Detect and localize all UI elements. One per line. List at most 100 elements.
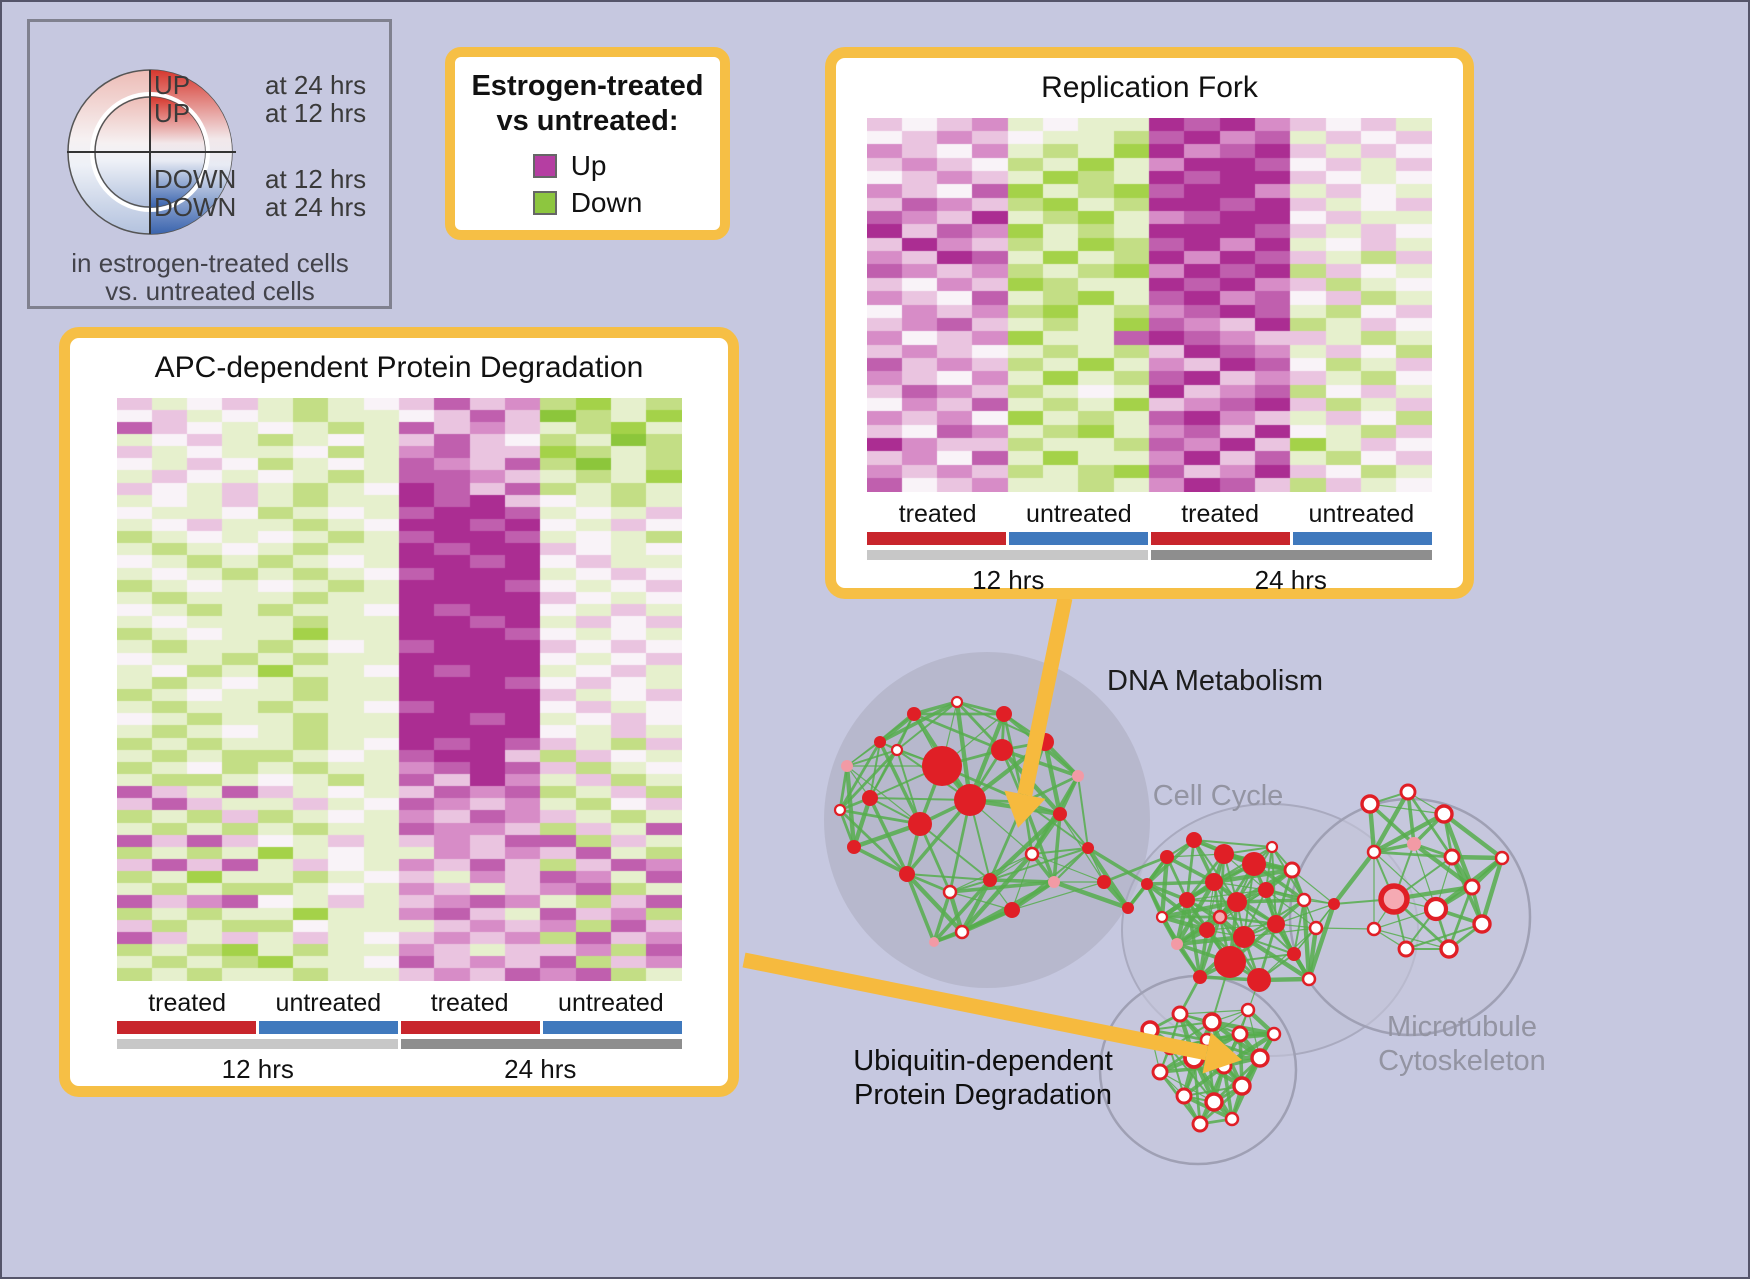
estrogen-legend: Estrogen-treated vs untreated: Up Down xyxy=(445,47,730,240)
network-edge xyxy=(1373,928,1450,950)
network-node xyxy=(862,790,878,806)
dial-up24-time: at 24 hrs xyxy=(265,70,366,100)
group-label-untreated-12: untreated xyxy=(275,989,382,1017)
up-label: Up xyxy=(570,149,607,181)
network-node xyxy=(1024,846,1040,862)
network-node xyxy=(1258,882,1274,898)
group-label-untreated-12: untreated xyxy=(1026,500,1132,528)
network-node xyxy=(954,924,970,940)
network-node xyxy=(1214,844,1234,864)
network-node xyxy=(1215,1057,1233,1075)
network-edge xyxy=(1405,923,1483,950)
dial-caption-line2: vs. untreated cells xyxy=(105,276,315,306)
network-node xyxy=(1155,910,1169,924)
network-node xyxy=(996,706,1012,722)
cluster-label: Ubiquitin-dependent xyxy=(853,1045,1113,1077)
estrogen-legend-title-line2: vs untreated: xyxy=(496,105,679,137)
apc-heatmap-block: treated untreated treated untreated 12 h… xyxy=(116,398,682,1085)
network-node xyxy=(1036,733,1054,751)
bar-segment xyxy=(1009,532,1148,545)
network-node xyxy=(1160,850,1174,864)
network-edge xyxy=(906,873,991,881)
time-label-24hrs: 24 hrs xyxy=(504,1054,577,1084)
replication-group-labels: treated untreated treated untreated xyxy=(867,500,1432,529)
network-node xyxy=(1301,971,1317,987)
network-node xyxy=(1224,1111,1240,1127)
network-edge xyxy=(1243,927,1317,938)
bar-segment xyxy=(867,532,1006,545)
apc-title: APC-dependent Protein Degradation xyxy=(154,351,644,384)
bar-segment xyxy=(867,550,1148,560)
group-label-untreated-24: untreated xyxy=(558,989,664,1017)
network-edge xyxy=(851,797,873,848)
network-node xyxy=(847,840,861,854)
network-edge xyxy=(1369,803,1445,815)
network-edge xyxy=(1406,791,1416,845)
network-node xyxy=(950,695,964,709)
network-node xyxy=(1233,926,1255,948)
network-edge xyxy=(905,873,936,943)
network-edge xyxy=(1373,850,1453,859)
network-edge xyxy=(1103,855,1168,884)
network-edge xyxy=(1242,935,1311,981)
network-node xyxy=(1296,892,1312,908)
network-node xyxy=(1199,1032,1215,1048)
network-node xyxy=(1366,921,1382,937)
network-edge xyxy=(869,741,881,799)
network-edge xyxy=(1315,927,1375,930)
network-node xyxy=(1378,883,1410,915)
network-node xyxy=(1423,896,1449,922)
network-node xyxy=(1407,837,1421,851)
network-node xyxy=(1205,873,1223,891)
bar-segment xyxy=(258,1021,398,1034)
network-node xyxy=(833,803,847,817)
bar-segment xyxy=(1293,532,1432,545)
network-node xyxy=(1232,1076,1252,1096)
network-edge xyxy=(1077,775,1089,849)
network-edge xyxy=(960,852,1034,934)
down-color-swatch xyxy=(532,190,557,215)
network-node xyxy=(1171,1005,1189,1023)
network-node xyxy=(1171,938,1183,950)
network-node xyxy=(1141,878,1153,890)
network-edge xyxy=(869,797,971,801)
network-edge xyxy=(846,765,921,825)
bar-segment xyxy=(116,1039,398,1049)
network-edge xyxy=(1372,812,1446,854)
network-node xyxy=(991,739,1013,761)
dial-down12-word: DOWN xyxy=(154,164,236,194)
network-node xyxy=(1214,946,1246,978)
network-node xyxy=(1193,970,1207,984)
network-edge xyxy=(838,765,849,811)
network-node xyxy=(1250,1048,1270,1068)
network-edge xyxy=(1306,903,1337,980)
network-node xyxy=(1443,848,1461,866)
down-label: Down xyxy=(570,186,643,218)
network-edge xyxy=(1011,853,1033,911)
network-node xyxy=(1162,1040,1178,1056)
replication-time-labels: 12 hrs 24 hrs xyxy=(867,565,1432,596)
network-edge xyxy=(1442,812,1504,860)
network-edge xyxy=(1441,813,1475,888)
replication-condition-bars xyxy=(867,532,1432,545)
network-edge xyxy=(1271,846,1277,925)
network-edge xyxy=(960,878,992,934)
network-node xyxy=(983,873,997,887)
network-edge xyxy=(1053,847,1089,883)
group-label-treated-12: treated xyxy=(148,989,227,1017)
apc-time-labels: 12 hrs 24 hrs xyxy=(117,1054,682,1085)
network-edge xyxy=(846,749,898,767)
network-node xyxy=(1287,947,1301,961)
network-node xyxy=(1240,1002,1256,1018)
up-color-swatch xyxy=(532,153,557,178)
network-edge xyxy=(1185,839,1196,901)
legend-item-down: Down xyxy=(532,184,643,221)
network-node xyxy=(1227,892,1247,912)
network-node xyxy=(1199,922,1215,938)
network-node xyxy=(1122,902,1134,914)
network-node xyxy=(908,812,932,836)
network-edge xyxy=(844,765,857,848)
cluster-ellipse xyxy=(824,652,1150,988)
